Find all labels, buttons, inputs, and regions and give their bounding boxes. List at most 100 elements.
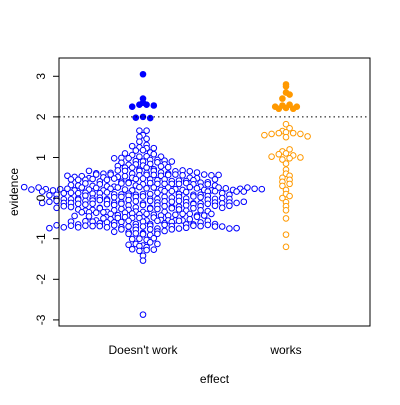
data-point [78,209,86,216]
y-tick-label: 0 [34,194,48,201]
data-point [139,223,147,230]
data-point [128,235,136,243]
data-point [204,221,212,229]
data-point [38,199,46,207]
data-point [125,217,132,225]
data-point [175,217,183,225]
data-point [146,179,154,187]
data-point [128,164,136,171]
data-point [118,200,125,208]
data-point [154,230,161,238]
y-tick-label: 1 [34,154,48,161]
data-point [168,226,176,233]
data-point [150,150,158,158]
data-point-filled [282,104,290,112]
data-point [233,224,240,232]
data-point [226,202,233,210]
data-point [282,150,290,157]
data-point-filled [150,102,158,109]
data-point [172,211,179,219]
data-point [197,206,204,214]
data-point [197,222,204,230]
data-point [103,176,111,184]
data-point [67,189,75,197]
y-tick-label: -1 [34,233,48,244]
data-point [28,186,35,193]
data-point [182,202,190,209]
data-point-filled [128,103,136,111]
data-point [139,257,147,264]
data-point [100,215,107,222]
data-point [82,201,89,208]
data-point [92,209,100,217]
data-point [89,175,96,183]
data-point [154,240,161,248]
data-point [186,210,194,218]
data-point [190,222,197,230]
data-point [139,311,147,318]
data-point [132,175,140,183]
y-axis-label: evidence [7,168,21,216]
data-point-filled [282,83,290,90]
data-point [78,184,86,191]
data-point [146,205,154,212]
data-point [251,185,258,193]
data-point [67,222,75,230]
data-point [211,176,219,183]
data-point [240,198,248,206]
data-point [46,191,53,199]
data-point [118,193,125,201]
data-point [110,228,118,236]
data-point [240,188,248,195]
data-point [96,222,104,230]
x-axis-label: effect [200,372,230,386]
data-point [150,184,158,191]
data-point [38,188,46,195]
data-point [121,172,129,180]
data-point [297,130,304,138]
data-point [233,199,240,207]
data-point [132,230,140,237]
data-point [218,194,226,202]
data-point-filled [275,105,283,113]
data-point [96,196,104,204]
data-point [193,169,201,176]
data-point [114,167,122,174]
data-point [125,179,132,187]
data-point-filled [289,105,297,113]
data-point [114,214,122,222]
data-point [268,130,275,138]
data-point [161,221,168,229]
data-point [211,187,219,195]
data-point [103,200,111,208]
data-point [154,205,161,213]
data-point [132,198,140,205]
data-point [204,180,212,188]
data-point [289,129,297,137]
data-point [161,202,168,210]
data-point [143,246,150,254]
data-point [168,187,176,195]
data-point [161,187,168,195]
data-point [275,150,283,158]
data-point [139,146,147,154]
data-point [154,189,161,197]
data-point [282,160,290,167]
data-point [200,171,208,178]
data-point [222,185,230,192]
data-point [82,222,89,230]
data-point [182,224,190,232]
data-point [218,204,226,212]
data-point-filled [136,101,143,108]
data-point [110,175,118,182]
data-point [125,230,132,238]
y-axis: -3 -2 -1 0 1 2 3 [34,73,60,325]
data-point [208,210,215,218]
data-point [92,171,100,178]
data-point [190,193,197,200]
data-point [279,156,286,163]
y-tick-label: 2 [34,113,48,120]
data-point [67,176,75,183]
data-point-filled [279,95,286,102]
